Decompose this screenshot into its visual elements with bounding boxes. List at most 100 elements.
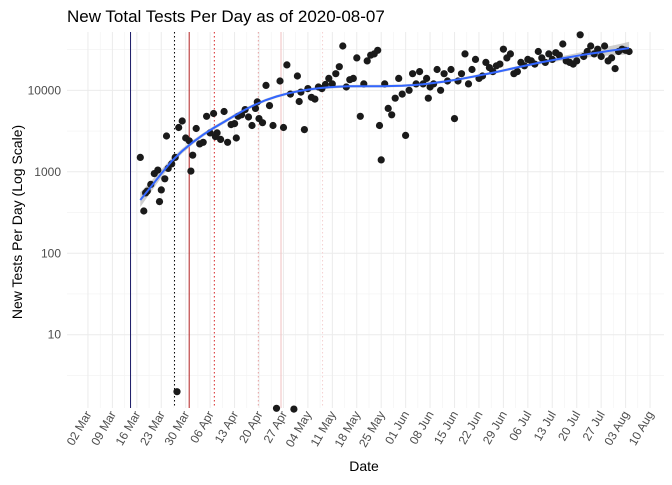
data-point [293,72,301,80]
data-point [395,74,403,82]
data-point [269,121,277,130]
data-point [161,175,169,183]
data-point [398,90,406,98]
data-point [391,94,399,102]
data-point [625,47,633,56]
data-point [416,68,424,76]
data-point [199,138,207,146]
event-vertical-lines [130,32,324,408]
x-tick-label: 30 Mar [161,409,192,448]
x-tick-label: 29 Jun [480,409,510,447]
data-point [321,80,329,89]
data-point [178,117,186,125]
data-point [534,47,542,56]
data-point [384,104,392,112]
data-point [244,113,253,121]
data-point [272,404,281,412]
data-point [496,60,504,68]
data-point [353,54,361,62]
data-point [248,121,256,130]
data-point [450,115,459,123]
data-point [587,42,595,50]
data-point [210,109,218,118]
data-point [332,70,340,78]
data-point [136,153,144,161]
data-point [231,120,239,128]
smooth-trend-line [139,47,630,201]
data-point [224,138,232,146]
data-point [251,104,260,112]
x-tick-label: 13 Jul [531,409,559,444]
data-point [157,186,165,194]
data-points [136,31,633,413]
data-point [311,95,319,103]
data-point [187,167,195,175]
data-point [339,42,347,50]
data-point [506,50,514,58]
y-tick-label: 100 [41,246,61,260]
data-point [482,58,490,66]
data-point [461,50,469,58]
data-point [258,119,267,127]
data-point [262,81,270,89]
data-point [471,55,480,64]
data-point [375,121,384,130]
data-point [325,74,333,82]
data-point [328,80,336,88]
data-point [440,70,448,78]
data-point [220,107,228,116]
confidence-band-area [140,41,630,208]
data-point [594,45,602,53]
data-point [601,42,609,50]
data-point [377,156,385,164]
data-point [290,405,298,413]
data-point [356,112,364,120]
data-point [433,65,441,74]
data-point [409,70,417,78]
y-tick-label: 10 [48,328,62,342]
data-point [464,80,473,88]
data-point [283,61,291,69]
chart-title: New Total Tests Per Day as of 2020-08-07 [67,7,385,26]
data-point [545,50,553,58]
data-point [457,70,466,78]
y-axis-label: New Tests Per Day (Log Scale) [9,125,25,319]
y-axis-ticks: 10 100 1000 10000 [28,83,62,341]
data-point [192,124,200,133]
data-point [189,151,197,159]
data-point [349,74,357,82]
data-point [276,77,284,85]
data-point [423,74,431,82]
data-point [468,65,476,74]
data-point [499,45,507,53]
x-tick-label: 10 Aug [626,409,657,448]
data-point [576,31,584,39]
data-point [597,52,605,61]
grid-lines [67,32,664,408]
data-point [555,51,563,59]
data-point [573,57,581,65]
data-point [232,134,240,142]
x-tick-label: 06 Jul [506,409,534,444]
data-point [374,46,382,54]
x-axis-label: Date [349,458,379,474]
data-point [279,123,288,132]
smooth-line [139,47,630,201]
data-point [155,198,164,206]
data-point [265,102,274,110]
data-point [513,68,522,76]
data-point [173,388,181,396]
y-tick-label: 10000 [28,83,62,97]
data-point [402,131,410,139]
data-point [559,40,567,48]
data-point [162,132,171,140]
data-point [203,112,211,120]
data-point [447,65,455,74]
data-point [611,65,619,73]
data-point [608,54,616,62]
data-point [437,86,445,94]
y-tick-label: 1000 [34,165,61,179]
